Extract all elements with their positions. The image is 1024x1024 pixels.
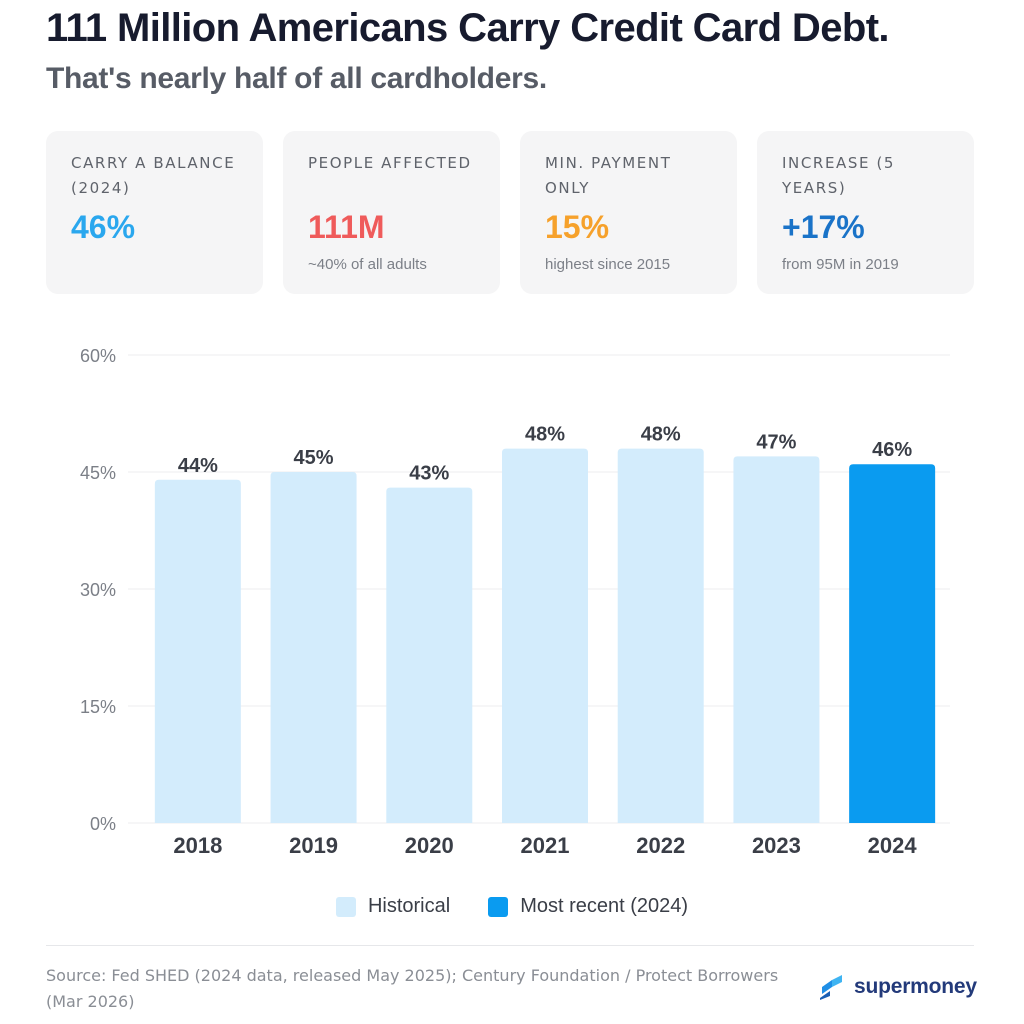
y-tick-label: 45% [80, 463, 116, 483]
footer-divider [46, 945, 974, 946]
bar [154, 479, 241, 823]
legend-swatch-historical [335, 896, 356, 917]
x-tick-label: 2020 [405, 833, 454, 858]
y-tick-label: 0% [90, 814, 116, 834]
stat-note: from 95M in 2019 [782, 256, 899, 273]
stat-label: CARRY A BALANCE (2024) [71, 154, 236, 197]
y-tick-label: 15% [80, 697, 116, 717]
stat-card-increase: INCREASE (5 YEARS) +17% from 95M in 2019 [757, 131, 974, 294]
bar-value-label: 48% [641, 424, 681, 446]
stat-value: +17% [782, 209, 865, 245]
y-tick-label: 30% [80, 580, 116, 600]
x-tick-label: 2018 [173, 833, 222, 858]
bar-value-label: 48% [525, 424, 565, 446]
bar [270, 472, 357, 823]
chart-title: 111 Million Americans Carry Credit Card … [46, 6, 890, 50]
chart-legend: Historical Most recent (2024) [0, 895, 1024, 918]
bar [502, 448, 588, 823]
x-tick-label: 2021 [521, 833, 570, 858]
legend-label-historical: Historical [367, 895, 451, 917]
legend-item-historical: Historical [335, 895, 451, 918]
stat-card-balance: CARRY A BALANCE (2024) 46% [46, 131, 263, 294]
legend-swatch-recent [488, 896, 509, 917]
bar-value-label: 46% [872, 439, 912, 461]
stat-label: MIN. PAYMENT ONLY [545, 154, 672, 197]
stat-card-people: PEOPLE AFFECTED 111M ~40% of all adults [283, 131, 500, 294]
supermoney-logo-icon [820, 975, 842, 1000]
stat-label: PEOPLE AFFECTED [308, 154, 472, 172]
x-tick-label: 2023 [752, 833, 801, 858]
legend-item-recent: Most recent (2024) [488, 895, 688, 918]
stat-label: INCREASE (5 YEARS) [782, 154, 896, 197]
stat-value: 111M [308, 209, 385, 245]
stat-note: ~40% of all adults [308, 256, 427, 273]
stat-card-min-payment: MIN. PAYMENT ONLY 15% highest since 2015 [520, 131, 737, 294]
brand[interactable]: supermoney [818, 974, 977, 1000]
stat-value: 46% [71, 209, 136, 245]
stat-value: 15% [545, 209, 610, 245]
stat-note: highest since 2015 [545, 256, 671, 273]
bar-value-label: 47% [756, 431, 796, 453]
bar-chart: 0% 15% 30% 45% 60% 44% 2018 45% 2019 43% 2020 48% 20… [80, 346, 950, 858]
bar-value-label: 43% [409, 463, 449, 485]
bar [386, 487, 473, 823]
stat-cards: CARRY A BALANCE (2024) 46% PEOPLE AFFECT… [46, 131, 974, 294]
source-note: Source: Fed SHED (2024 data, released Ma… [46, 966, 779, 1011]
legend-label-recent: Most recent (2024) [520, 895, 689, 917]
bar-value-label: 44% [178, 455, 218, 477]
x-tick-label: 2019 [289, 833, 338, 858]
bar-value-label: 45% [294, 447, 334, 469]
chart-subtitle: That's nearly half of all cardholders. [46, 62, 547, 95]
y-tick-label: 60% [80, 346, 116, 366]
bar [617, 448, 704, 823]
bar [849, 464, 936, 823]
brand-name: supermoney [854, 975, 977, 998]
x-tick-label: 2022 [636, 833, 685, 858]
bar [733, 456, 820, 823]
x-tick-label: 2024 [868, 833, 918, 858]
